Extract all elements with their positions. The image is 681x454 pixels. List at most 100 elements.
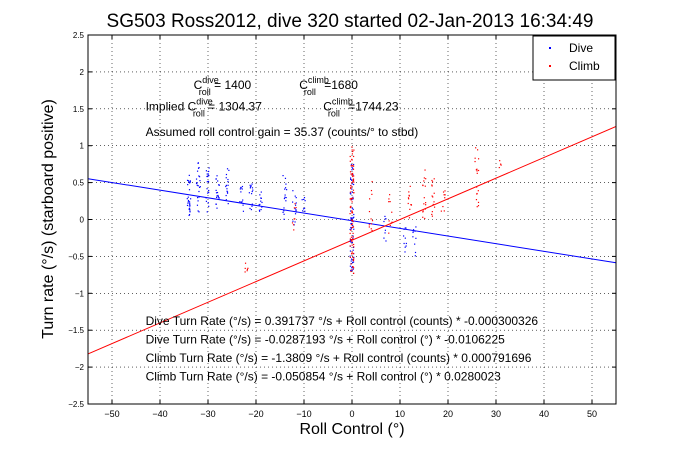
dive-point bbox=[353, 183, 355, 186]
dive-point bbox=[208, 189, 210, 192]
climb-point bbox=[477, 201, 480, 204]
climb-point bbox=[351, 182, 353, 184]
dive-point bbox=[301, 199, 303, 201]
dive-point bbox=[351, 188, 353, 190]
climb-point bbox=[423, 180, 425, 182]
dive-point bbox=[188, 213, 191, 216]
dive-point bbox=[208, 205, 210, 207]
dive-point bbox=[251, 205, 253, 207]
climb-point bbox=[431, 215, 433, 217]
dive-point bbox=[350, 164, 353, 166]
climb-point bbox=[408, 191, 410, 193]
climb-point bbox=[475, 199, 478, 201]
climb-point bbox=[349, 245, 351, 247]
climb-point bbox=[352, 168, 355, 170]
dive-point bbox=[350, 178, 352, 180]
dive-point bbox=[196, 182, 198, 184]
dive-point bbox=[198, 176, 201, 178]
dive-point bbox=[239, 201, 241, 203]
climb-point bbox=[474, 160, 476, 163]
dive-point bbox=[198, 166, 200, 169]
dive-point bbox=[285, 197, 287, 199]
y-tick-label: −1 bbox=[75, 289, 85, 298]
climb-point bbox=[425, 178, 427, 180]
climb-point bbox=[370, 218, 372, 220]
dive-point bbox=[295, 209, 297, 211]
dive-point bbox=[225, 185, 227, 188]
climb-point bbox=[431, 184, 433, 186]
dive-point bbox=[197, 210, 199, 212]
dive-point bbox=[206, 181, 208, 183]
dive-point bbox=[284, 187, 287, 189]
dive-point bbox=[190, 198, 192, 200]
dive-point bbox=[352, 198, 354, 200]
x-tick-label: −20 bbox=[248, 409, 263, 419]
climb-point bbox=[391, 211, 393, 213]
dive-point bbox=[351, 166, 353, 169]
dive-point bbox=[404, 237, 406, 239]
dive-point bbox=[412, 236, 414, 238]
dive-point bbox=[250, 185, 252, 187]
dive-point bbox=[349, 239, 352, 241]
x-tick-label: 40 bbox=[539, 409, 549, 419]
dive-point bbox=[215, 192, 218, 194]
dive-point bbox=[351, 198, 353, 201]
climb-point bbox=[350, 224, 352, 226]
annotation-eq3: Climb Turn Rate (°/s) = -1.3809 °/s + Ro… bbox=[146, 351, 532, 365]
climb-point bbox=[431, 195, 433, 197]
dive-point bbox=[186, 204, 189, 207]
dive-point bbox=[187, 202, 189, 204]
dive-point bbox=[350, 228, 352, 230]
dive-point bbox=[295, 210, 297, 212]
dive-point bbox=[198, 190, 200, 193]
dive-point bbox=[350, 222, 353, 225]
dive-point bbox=[350, 217, 353, 219]
dive-point bbox=[415, 226, 417, 228]
climb-point bbox=[351, 165, 353, 167]
dive-point bbox=[284, 188, 286, 190]
climb-point bbox=[352, 178, 355, 180]
dive-point bbox=[349, 250, 352, 252]
dive-point bbox=[251, 203, 253, 205]
climb-point bbox=[352, 232, 354, 234]
climb-point bbox=[371, 229, 373, 232]
dive-point bbox=[187, 180, 190, 182]
climb-point bbox=[351, 269, 353, 271]
climb-point bbox=[350, 236, 353, 238]
dive-point bbox=[284, 194, 286, 196]
dive-point bbox=[282, 175, 284, 177]
dive-point bbox=[295, 211, 297, 213]
climb-point bbox=[352, 189, 355, 191]
dive-point bbox=[195, 182, 198, 185]
dive-point bbox=[414, 230, 416, 232]
climb-point bbox=[352, 226, 354, 228]
dive-point bbox=[206, 211, 208, 213]
climb-point bbox=[476, 206, 478, 208]
dive-point bbox=[351, 269, 353, 272]
y-tick-label: 0 bbox=[80, 216, 85, 225]
dive-point bbox=[226, 190, 228, 192]
x-tick-label: 50 bbox=[587, 409, 597, 419]
dive-point bbox=[294, 221, 296, 223]
climb-point bbox=[370, 228, 372, 230]
climb-point bbox=[353, 175, 355, 177]
dive-point bbox=[215, 203, 217, 205]
climb-point bbox=[350, 187, 352, 189]
climb-point bbox=[431, 179, 433, 182]
dive-point bbox=[283, 197, 286, 200]
y-tick-label: 2.5 bbox=[73, 31, 85, 40]
dive-point bbox=[351, 183, 353, 185]
climb-point bbox=[352, 180, 355, 182]
dive-point bbox=[294, 213, 297, 215]
dive-point bbox=[415, 237, 417, 239]
climb-point bbox=[352, 172, 354, 175]
dive-point bbox=[197, 200, 199, 202]
climb-point bbox=[431, 213, 433, 216]
climb-point bbox=[352, 266, 354, 268]
dive-point bbox=[350, 241, 352, 243]
dive-point bbox=[352, 249, 354, 251]
climb-point bbox=[388, 201, 390, 203]
dive-legend-label: Dive bbox=[569, 41, 593, 55]
dive-point bbox=[351, 169, 353, 171]
